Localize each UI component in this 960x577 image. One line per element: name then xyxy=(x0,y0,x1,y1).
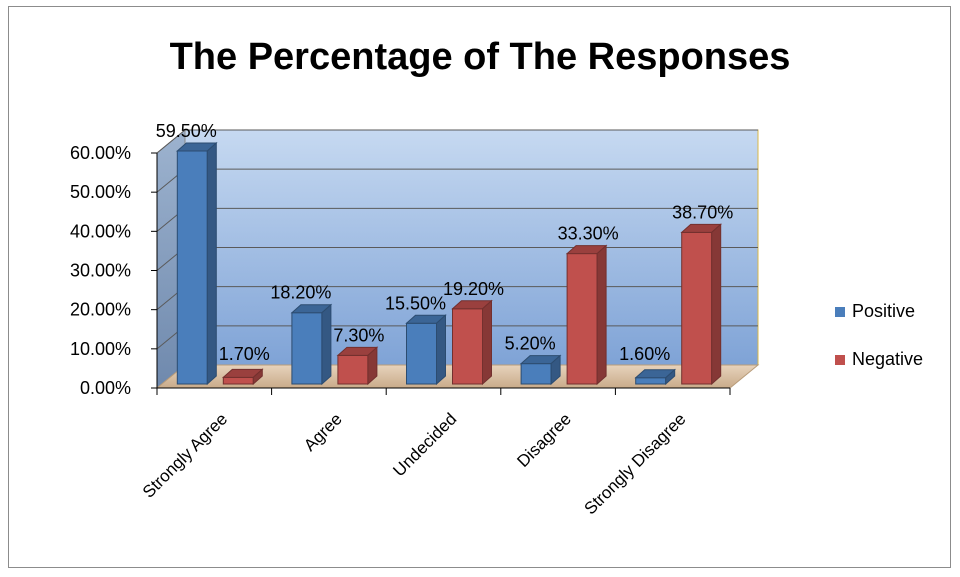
bar-positive xyxy=(175,141,218,386)
data-label-positive: 15.50% xyxy=(385,293,446,313)
x-tick-label: Strongly Disagree xyxy=(581,409,690,518)
bar-positive xyxy=(405,314,447,386)
y-tick-label: 50.00% xyxy=(70,182,131,202)
bar-side xyxy=(482,299,492,386)
bar-front xyxy=(452,308,483,385)
legend-label: Negative xyxy=(852,349,923,369)
bar-front xyxy=(520,363,552,385)
bar-positive xyxy=(634,368,677,386)
bar-side xyxy=(321,303,332,386)
bar-negative xyxy=(451,299,493,386)
data-label-negative: 1.70% xyxy=(219,344,270,364)
y-tick-label: 20.00% xyxy=(70,300,131,320)
y-tick-label: 0.00% xyxy=(80,378,131,398)
data-label-positive: 18.20% xyxy=(270,283,331,303)
bar-side xyxy=(711,223,722,386)
bar-front xyxy=(337,354,369,385)
data-label-negative: 7.30% xyxy=(333,325,384,345)
bar-front xyxy=(176,150,208,385)
bar-front xyxy=(406,322,437,385)
y-tick-label: 30.00% xyxy=(70,261,131,281)
data-label-positive: 5.20% xyxy=(505,334,556,354)
legend: Positive Negative xyxy=(835,301,923,369)
x-axis: Strongly Agree Agree Undecided Disagree Stro… xyxy=(139,387,731,518)
data-label-negative: 19.20% xyxy=(443,279,504,299)
bar-side xyxy=(206,141,217,386)
bar-negative xyxy=(221,368,264,386)
x-tick-label: Strongly Agree xyxy=(139,409,231,501)
bar-side xyxy=(596,244,607,386)
bar-side xyxy=(252,368,263,386)
bar-front xyxy=(566,253,598,385)
x-tick-label: Undecided xyxy=(389,409,460,480)
bar-negative xyxy=(336,346,379,386)
y-tick-label: 10.00% xyxy=(70,339,131,359)
legend-swatch xyxy=(835,307,845,317)
bar-side xyxy=(665,368,676,386)
legend-label: Positive xyxy=(852,301,915,321)
data-label-negative: 38.70% xyxy=(672,202,733,222)
bar-front xyxy=(291,312,323,385)
gridline-side xyxy=(156,129,186,154)
bar-positive xyxy=(290,303,333,386)
x-tick-label: Agree xyxy=(300,409,346,455)
bar-side xyxy=(550,354,561,386)
bars xyxy=(175,141,723,386)
x-tick-label: Disagree xyxy=(513,409,575,471)
chart-title: The Percentage of The Responses xyxy=(169,36,791,78)
bar-front xyxy=(635,377,667,385)
bar-negative xyxy=(565,244,608,386)
gridlines xyxy=(156,129,758,350)
bar-positive xyxy=(519,354,562,386)
bar-side xyxy=(367,346,378,386)
bar-negative xyxy=(680,223,723,386)
data-labels: 59.50% 18.20% 15.50% 5.20% 1.60% 1.70% 7.30% 19… xyxy=(156,121,733,364)
y-tick-label: 40.00% xyxy=(70,221,131,241)
bar-side xyxy=(436,314,446,386)
bar-front xyxy=(681,231,713,385)
data-label-positive: 59.50% xyxy=(156,121,217,141)
data-label-negative: 33.30% xyxy=(558,224,619,244)
bar-front xyxy=(222,376,254,385)
legend-swatch xyxy=(835,355,845,365)
data-label-positive: 1.60% xyxy=(619,344,670,364)
y-axis: 0.00% 10.00% 20.00% 30.00% 40.00% 50.00% 60.00… xyxy=(70,143,158,398)
y-tick-label: 60.00% xyxy=(70,143,131,163)
